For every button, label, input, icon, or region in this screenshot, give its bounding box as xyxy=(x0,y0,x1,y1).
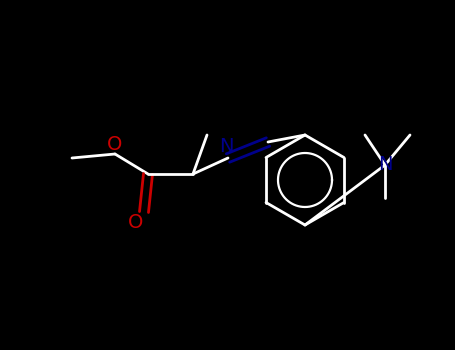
Text: O: O xyxy=(128,212,144,231)
Text: O: O xyxy=(107,134,123,154)
Text: N: N xyxy=(378,155,392,175)
Text: N: N xyxy=(219,136,233,155)
